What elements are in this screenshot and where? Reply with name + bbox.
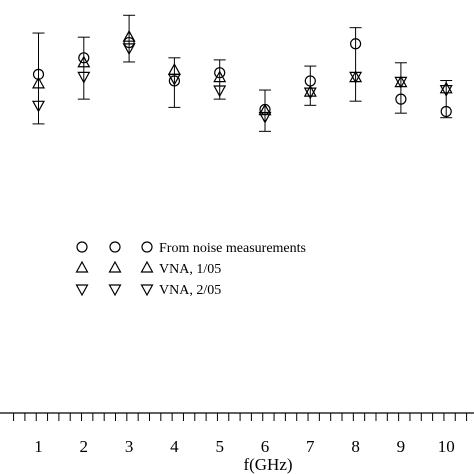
data-point-circle: [168, 75, 180, 87]
legend-marker-triangle-down: [108, 284, 122, 297]
legend-marker-triangle-up: [108, 260, 122, 273]
data-point-triangle-down: [439, 85, 453, 97]
x-tick-label: 2: [80, 437, 89, 456]
data-point-circle: [32, 68, 45, 80]
x-tick-label: 10: [438, 437, 455, 456]
legend-marker-circle: [76, 241, 88, 253]
data-point-circle: [440, 105, 452, 118]
data-point-triangle-down: [258, 111, 272, 124]
data-point-triangle-up: [122, 29, 136, 42]
data-point-circle: [123, 36, 135, 49]
legend-marker-triangle-down: [140, 284, 154, 297]
data-point-circle: [78, 52, 90, 64]
x-tick-label: 1: [34, 437, 43, 456]
x-axis-label: f(GHz): [243, 455, 292, 474]
data-point-triangle-up: [77, 55, 91, 68]
data-point-circle: [350, 38, 362, 50]
data-point-triangle-down: [77, 71, 91, 84]
x-tick-label: 4: [170, 437, 179, 456]
data-point-circle: [395, 93, 407, 105]
data-point-triangle-down: [213, 85, 227, 98]
legend-marker-circle: [141, 241, 153, 253]
error-bars: [32, 14, 453, 132]
legend-label: VNA, 2/05: [159, 283, 221, 298]
x-tick-label: 5: [215, 437, 224, 456]
data-point-circle: [214, 67, 226, 79]
data-point-triangle-up: [31, 76, 46, 89]
x-tick-label: 6: [261, 437, 270, 456]
data-point-triangle-down: [394, 76, 408, 89]
data-markers: [31, 29, 453, 124]
data-point-triangle-up: [213, 70, 227, 83]
x-tick-label: 8: [351, 437, 360, 456]
x-tick-label: 3: [125, 437, 134, 456]
x-tick-label: 7: [306, 437, 315, 456]
legend: From noise measurements VNA, 1/05 VNA, 2/0…: [75, 241, 306, 298]
legend-marker-circle: [109, 241, 121, 253]
x-axis: 1 2 3 4 5 6 7 8 9 10: [0, 412, 474, 456]
data-point-triangle-down: [122, 43, 136, 56]
legend-label: VNA, 1/05: [159, 262, 221, 277]
data-point-triangle-up: [303, 84, 317, 97]
data-point-triangle-down: [349, 71, 363, 84]
data-point-triangle-down: [303, 87, 317, 100]
legend-marker-triangle-down: [75, 284, 89, 297]
data-point-triangle-up: [439, 81, 453, 94]
data-point-triangle-up: [258, 103, 272, 116]
legend-marker-triangle-up: [140, 260, 154, 273]
legend-marker-triangle-up: [75, 260, 89, 273]
x-tick-label: 9: [397, 437, 406, 456]
data-point-triangle-down: [167, 73, 181, 86]
legend-label: From noise measurements: [159, 241, 306, 256]
data-point-triangle-down: [31, 100, 46, 113]
